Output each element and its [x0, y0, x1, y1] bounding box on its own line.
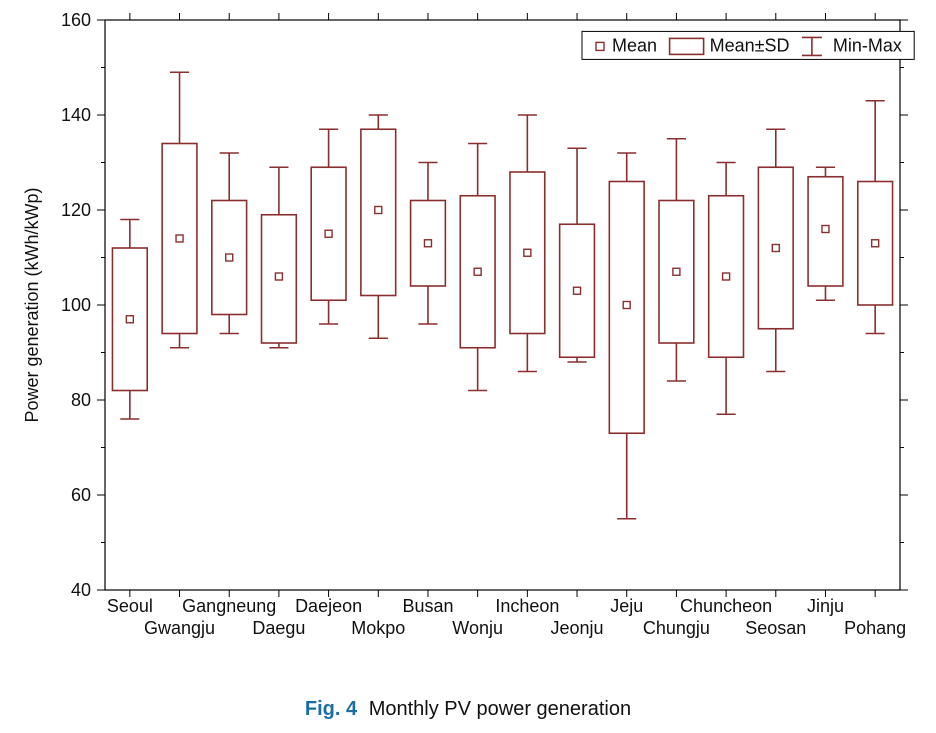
svg-text:Mean±SD: Mean±SD	[710, 35, 790, 55]
x-tick-label: Seoul	[107, 596, 153, 616]
x-tick-label: Daejeon	[295, 596, 362, 616]
svg-text:140: 140	[61, 105, 91, 125]
x-tick-label: Chungju	[643, 618, 710, 638]
x-tick-label: Gangneung	[182, 596, 276, 616]
x-tick-label: Chuncheon	[680, 596, 772, 616]
svg-text:60: 60	[71, 485, 91, 505]
boxplot-jinju	[808, 167, 843, 300]
boxplot-seoul	[112, 220, 147, 420]
x-tick-label: Jinju	[807, 596, 844, 616]
svg-text:120: 120	[61, 200, 91, 220]
svg-text:80: 80	[71, 390, 91, 410]
x-tick-label: Pohang	[844, 618, 906, 638]
svg-text:160: 160	[61, 10, 91, 30]
x-tick-label: Daegu	[252, 618, 305, 638]
figure-caption: Fig. 4 Monthly PV power generation	[0, 698, 936, 721]
y-axis-label: Power generation (kWh/kWp)	[22, 187, 42, 422]
chart-legend: Mean Mean±SD Min-Max	[582, 31, 914, 59]
x-tick-label: Mokpo	[351, 618, 405, 638]
svg-text:Min-Max: Min-Max	[833, 35, 902, 55]
svg-text:100: 100	[61, 295, 91, 315]
svg-text:40: 40	[71, 580, 91, 600]
x-tick-label: Seosan	[745, 618, 806, 638]
figure-container: 40 60 80 100 120 140 160 Power generation (kWh/…	[0, 0, 936, 733]
x-tick-label: Jeonju	[551, 618, 604, 638]
x-tick-label: Jeju	[610, 596, 643, 616]
svg-text:Mean: Mean	[612, 35, 657, 55]
x-tick-label: Wonju	[452, 618, 503, 638]
figure-caption-text: Monthly PV power generation	[369, 698, 631, 720]
x-tick-label: Busan	[402, 596, 453, 616]
boxplot-chart: 40 60 80 100 120 140 160 Power generation (kWh/…	[0, 0, 936, 733]
x-tick-label: Gwangju	[144, 618, 215, 638]
figure-label: Fig. 4	[305, 698, 357, 720]
x-tick-label: Incheon	[495, 596, 559, 616]
